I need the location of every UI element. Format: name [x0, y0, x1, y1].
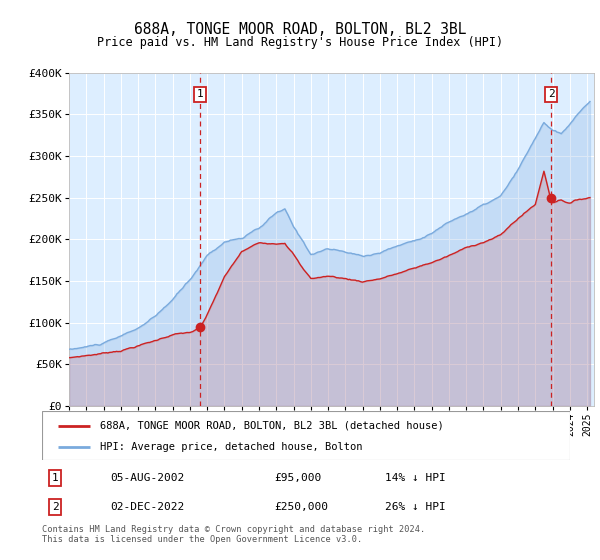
Text: HPI: Average price, detached house, Bolton: HPI: Average price, detached house, Bolt… — [100, 441, 362, 451]
Text: 688A, TONGE MOOR ROAD, BOLTON, BL2 3BL (detached house): 688A, TONGE MOOR ROAD, BOLTON, BL2 3BL (… — [100, 421, 444, 431]
Text: 1: 1 — [52, 473, 59, 483]
Text: Price paid vs. HM Land Registry's House Price Index (HPI): Price paid vs. HM Land Registry's House … — [97, 36, 503, 49]
Text: 2: 2 — [52, 502, 59, 512]
Text: 2: 2 — [548, 90, 554, 100]
Text: 02-DEC-2022: 02-DEC-2022 — [110, 502, 185, 512]
Text: 1: 1 — [197, 90, 203, 100]
Text: £95,000: £95,000 — [274, 473, 322, 483]
Text: 26% ↓ HPI: 26% ↓ HPI — [385, 502, 446, 512]
Text: 05-AUG-2002: 05-AUG-2002 — [110, 473, 185, 483]
Text: Contains HM Land Registry data © Crown copyright and database right 2024.
This d: Contains HM Land Registry data © Crown c… — [42, 525, 425, 544]
Text: 688A, TONGE MOOR ROAD, BOLTON, BL2 3BL: 688A, TONGE MOOR ROAD, BOLTON, BL2 3BL — [134, 22, 466, 38]
Text: 14% ↓ HPI: 14% ↓ HPI — [385, 473, 446, 483]
Text: £250,000: £250,000 — [274, 502, 328, 512]
